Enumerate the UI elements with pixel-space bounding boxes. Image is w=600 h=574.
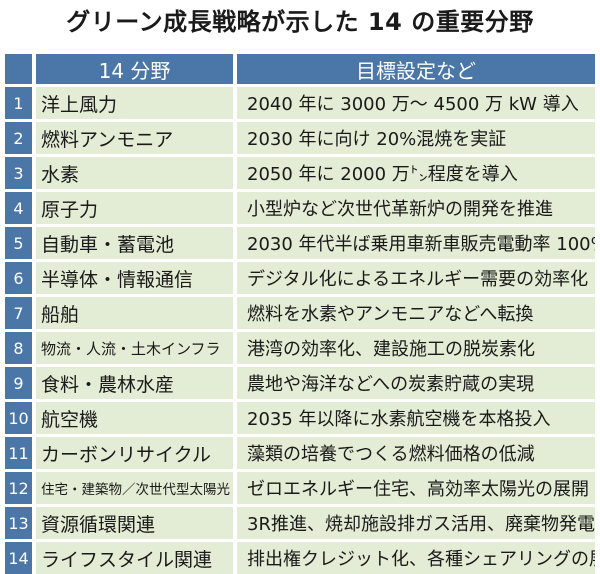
row-goal: デジタル化によるエネルギー需要の効率化 bbox=[237, 262, 595, 294]
sectors-table: 14 分野 目標設定など 1 洋上風力 2040 年に 3000 万～ 4500… bbox=[5, 54, 595, 574]
row-goal: 2040 年に 3000 万～ 4500 万 kW 導入 bbox=[237, 87, 595, 119]
row-number: 5 bbox=[5, 227, 32, 259]
row-number: 14 bbox=[5, 542, 32, 574]
row-field: 資源循環関連 bbox=[36, 507, 233, 539]
row-goal: 農地や海洋などへの炭素貯蔵の実現 bbox=[237, 367, 595, 399]
page-title: グリーン成長戦略が示した 14 の重要分野 bbox=[66, 8, 534, 36]
row-field: 洋上風力 bbox=[36, 87, 233, 119]
row-number: 8 bbox=[5, 332, 32, 364]
row-goal: 藻類の培養でつくる燃料価格の低減 bbox=[237, 437, 595, 469]
row-goal: 3R推進、焼却施設排ガス活用、廃棄物発電 bbox=[237, 507, 595, 539]
row-field: 原子力 bbox=[36, 192, 233, 224]
row-number: 11 bbox=[5, 437, 32, 469]
row-field: 燃料アンモニア bbox=[36, 122, 233, 154]
header-num-cell bbox=[5, 54, 32, 84]
row-number: 13 bbox=[5, 507, 32, 539]
row-goal: 2035 年以降に水素航空機を本格投入 bbox=[237, 402, 595, 434]
row-field: 船舶 bbox=[36, 297, 233, 329]
row-field: 物流・人流・土木インフラ bbox=[36, 332, 233, 364]
row-number: 10 bbox=[5, 402, 32, 434]
row-goal: 港湾の効率化、建設施工の脱炭素化 bbox=[237, 332, 595, 364]
row-number: 4 bbox=[5, 192, 32, 224]
row-number: 3 bbox=[5, 157, 32, 189]
row-field: 自動車・蓄電池 bbox=[36, 227, 233, 259]
row-number: 6 bbox=[5, 262, 32, 294]
row-goal: 小型炉など次世代革新炉の開発を推進 bbox=[237, 192, 595, 224]
row-goal: 燃料を水素やアンモニアなどへ転換 bbox=[237, 297, 595, 329]
row-number: 9 bbox=[5, 367, 32, 399]
row-field: 水素 bbox=[36, 157, 233, 189]
row-field: 航空機 bbox=[36, 402, 233, 434]
row-goal: ゼロエネルギー住宅、高効率太陽光の展開 bbox=[237, 472, 595, 504]
row-field: カーボンリサイクル bbox=[36, 437, 233, 469]
row-number: 2 bbox=[5, 122, 32, 154]
row-goal: 2050 年に 2000 万㌧程度を導入 bbox=[237, 157, 595, 189]
row-goal: 排出権クレジット化、各種シェアリングの展開 bbox=[237, 542, 595, 574]
row-field: 半導体・情報通信 bbox=[36, 262, 233, 294]
row-goal: 2030 年代半ば乗用車新車販売電動率 100% bbox=[237, 227, 595, 259]
row-number: 12 bbox=[5, 472, 32, 504]
row-number: 1 bbox=[5, 87, 32, 119]
row-field: ライフスタイル関連 bbox=[36, 542, 233, 574]
header-field: 14 分野 bbox=[36, 54, 233, 84]
row-field: 住宅・建築物／次世代型太陽光 bbox=[36, 472, 233, 504]
row-number: 7 bbox=[5, 297, 32, 329]
row-field: 食料・農林水産 bbox=[36, 367, 233, 399]
header-goal: 目標設定など bbox=[237, 54, 595, 84]
row-goal: 2030 年に向け 20%混焼を実証 bbox=[237, 122, 595, 154]
